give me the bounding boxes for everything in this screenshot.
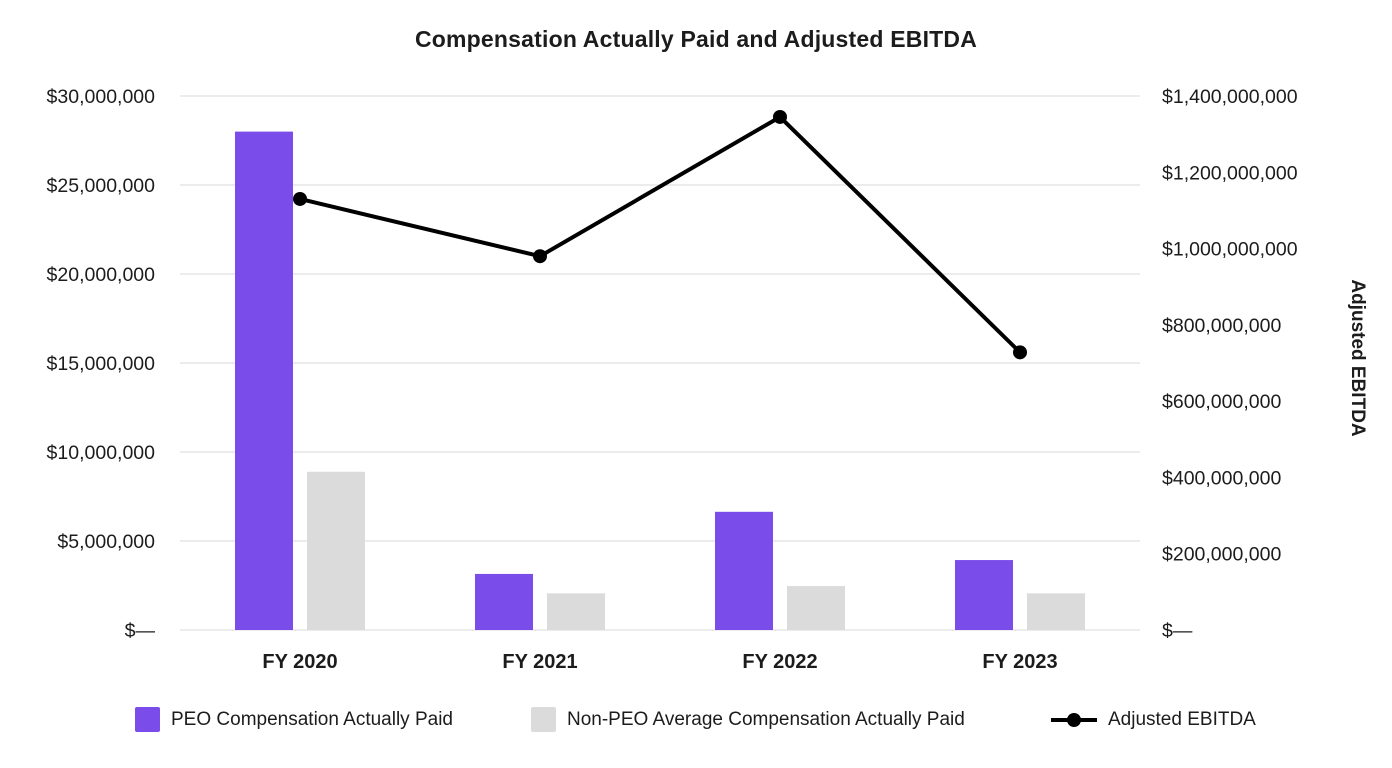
right-axis-tick-label: $200,000,000 [1162, 544, 1281, 566]
right-axis-tick-label: $1,400,000,000 [1162, 86, 1298, 108]
left-axis-tick-label: $— [125, 620, 156, 642]
left-axis-tick-label: $20,000,000 [47, 264, 156, 286]
right-axis-tick-label: $600,000,000 [1162, 391, 1281, 413]
non-peo-bar [547, 593, 605, 630]
x-axis-category-label: FY 2022 [742, 651, 817, 673]
peo-bar [955, 560, 1013, 630]
left-axis-tick-label: $30,000,000 [47, 86, 156, 108]
peo-bar [475, 573, 533, 630]
chart-title: Compensation Actually Paid and Adjusted … [414, 26, 978, 52]
right-axis-tick-label: $1,200,000,000 [1162, 162, 1298, 184]
peo-bar [715, 511, 773, 630]
right-axis-title: Adjusted EBITDA [1347, 279, 1368, 437]
legend-label-ebitda: Adjusted EBITDA [1108, 708, 1256, 730]
left-axis-tick-label: $10,000,000 [47, 442, 156, 464]
ebitda-point [293, 191, 307, 206]
x-axis-category-label: FY 2023 [982, 651, 1057, 673]
x-axis-category-label: FY 2021 [502, 651, 577, 673]
legend-label-non-peo: Non-PEO Average Compensation Actually Pa… [567, 708, 965, 730]
left-axis-tick-label: $5,000,000 [57, 531, 155, 553]
ebitda-point [1013, 345, 1027, 360]
x-axis-category-label: FY 2020 [262, 651, 337, 673]
non-peo-bar [307, 471, 365, 630]
non-peo-bar [1027, 593, 1085, 630]
left-axis-tick-label: $15,000,000 [47, 353, 156, 375]
legend-item-peo-compensation: PEO Compensation Actually Paid [135, 706, 453, 733]
right-axis-tick-label: $1,000,000,000 [1162, 239, 1298, 261]
ebitda-point [773, 109, 787, 124]
non-peo-bar-swatch [531, 707, 556, 732]
legend-item-non-peo-compensation: Non-PEO Average Compensation Actually Pa… [531, 706, 965, 733]
right-axis-tick-label: $— [1162, 620, 1193, 642]
non-peo-bar [787, 586, 845, 630]
ebitda-line [299, 114, 1022, 354]
right-axis-tick-label: $800,000,000 [1162, 315, 1281, 337]
chart-canvas: $— $5,000,000 $10,000,000 $15,000,000 $20,00… [47, 86, 1368, 673]
left-axis-tick-label: $25,000,000 [47, 175, 156, 197]
peo-bar [235, 131, 293, 630]
ebitda-line-swatch-marker [1067, 713, 1081, 727]
ebitda-point [533, 249, 547, 264]
peo-bar-swatch [135, 707, 160, 732]
legend-label-peo: PEO Compensation Actually Paid [171, 708, 453, 730]
ebitda-line-swatch [1051, 707, 1097, 732]
legend-item-adjusted-ebitda: Adjusted EBITDA [1051, 706, 1256, 733]
right-axis-tick-label: $400,000,000 [1162, 467, 1281, 489]
